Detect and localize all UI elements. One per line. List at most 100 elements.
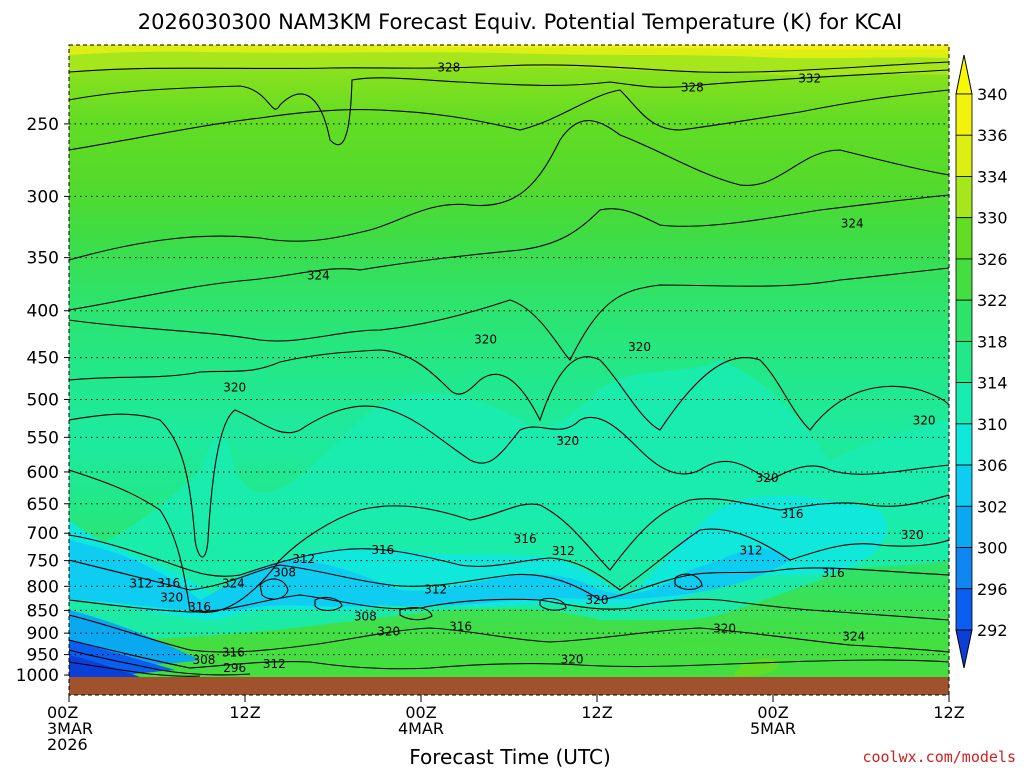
colorbar-arrow-top bbox=[955, 54, 973, 95]
y-axis: 250 300 350 400 450 500 550 600 650 700 750 800 850 9… bbox=[16, 115, 69, 686]
x-tick-label: 00Z bbox=[405, 703, 436, 722]
colorbar-swatch bbox=[955, 217, 973, 260]
y-tick-label: 550 bbox=[27, 428, 59, 448]
contour-label-group: 320 bbox=[556, 434, 579, 448]
colorbar-swatch bbox=[955, 340, 973, 384]
field-region-330-sfc bbox=[735, 658, 779, 677]
chart-title: 2026030300 NAM3KM Forecast Equiv. Potent… bbox=[138, 10, 902, 34]
contour-label-group: 324 bbox=[842, 630, 865, 644]
contour-label-group: 320 bbox=[713, 622, 736, 636]
contour-line bbox=[69, 614, 949, 653]
contour-label-group: 320 bbox=[561, 653, 584, 667]
contour-label: 316 bbox=[188, 600, 211, 614]
pressure-gridlines bbox=[69, 123, 949, 656]
x-axis-label: Forecast Time (UTC) bbox=[409, 745, 611, 768]
contour-line bbox=[69, 649, 251, 676]
contour-label-group: 316 bbox=[157, 576, 180, 590]
contour-line bbox=[69, 194, 949, 311]
colorbar-label: 296 bbox=[977, 580, 1008, 599]
contour-label: 312 bbox=[552, 544, 575, 558]
contour-label-group: 320 bbox=[586, 593, 609, 607]
contour-label: 320 bbox=[556, 434, 579, 448]
y-tick-label: 600 bbox=[27, 463, 59, 483]
contour-lines bbox=[69, 61, 949, 677]
colorbar: 340 336 334 330 326 322 318 314 310 306 302 300 296 2… bbox=[955, 54, 1008, 669]
contour-label: 320 bbox=[901, 528, 924, 542]
colorbar-swatch bbox=[955, 382, 973, 425]
contour-label: 332 bbox=[798, 71, 821, 85]
colorbar-label: 292 bbox=[977, 621, 1008, 640]
contour-label: 312 bbox=[263, 657, 286, 671]
contour-label: 316 bbox=[449, 619, 472, 633]
x-tick-label: 12Z bbox=[581, 703, 612, 722]
contour-label: 320 bbox=[377, 624, 400, 638]
y-tick-label: 450 bbox=[27, 349, 59, 369]
field-region-292 bbox=[69, 655, 140, 677]
contour-label: 324 bbox=[842, 630, 865, 644]
colorbar-label: 310 bbox=[977, 415, 1008, 434]
y-tick-label: 700 bbox=[27, 524, 59, 544]
contour-line bbox=[314, 597, 343, 612]
contour-label: 320 bbox=[913, 413, 936, 427]
colorbar-swatch bbox=[955, 176, 973, 219]
contour-label-group: 324 bbox=[307, 268, 330, 282]
contour-label-group: 316 bbox=[449, 619, 472, 633]
contour-label: 320 bbox=[561, 653, 584, 667]
colorbar-label: 318 bbox=[977, 332, 1008, 351]
contour-label: 312 bbox=[292, 552, 315, 566]
colorbar-label: 322 bbox=[977, 291, 1008, 310]
contour-line bbox=[539, 597, 567, 611]
contour-label: 312 bbox=[740, 543, 763, 557]
x-tick-label: 00Z bbox=[757, 703, 788, 722]
contour-label: 328 bbox=[681, 80, 704, 94]
contour-line bbox=[69, 61, 949, 73]
contour-line bbox=[399, 607, 433, 621]
y-tick-label: 500 bbox=[27, 390, 59, 410]
y-tick-label: 400 bbox=[27, 302, 59, 322]
contour-label-group: 308 bbox=[192, 653, 215, 667]
contour-label-group: 320 bbox=[628, 340, 651, 354]
contour-line bbox=[69, 661, 201, 677]
colorbar-label: 334 bbox=[977, 167, 1008, 186]
contour-label-group: 320 bbox=[377, 624, 400, 638]
colorbar-label: 326 bbox=[977, 250, 1008, 269]
contour-label: 324 bbox=[841, 216, 864, 230]
contour-label: 324 bbox=[222, 576, 245, 590]
contour-line bbox=[69, 120, 949, 261]
colorbar-swatch bbox=[955, 547, 973, 590]
contour-line bbox=[674, 573, 703, 590]
contour-label: 320 bbox=[586, 593, 609, 607]
colorbar-swatch bbox=[955, 299, 973, 342]
y-tick-label: 800 bbox=[27, 577, 59, 597]
colorbar-swatch bbox=[955, 505, 973, 548]
contour-label-group: 332 bbox=[798, 71, 821, 85]
contour-label-group: 308 bbox=[354, 609, 377, 623]
colorbar-swatch bbox=[955, 464, 973, 507]
credit-text: coolwx.com/models bbox=[862, 748, 1016, 766]
colorbar-label: 340 bbox=[977, 85, 1008, 104]
contour-label: 328 bbox=[437, 61, 460, 75]
colorbar-label: 314 bbox=[977, 374, 1008, 393]
contour-label-group: 316 bbox=[371, 543, 394, 557]
y-tick-label: 950 bbox=[27, 646, 59, 666]
contour-line bbox=[69, 559, 949, 601]
contour-label: 308 bbox=[273, 566, 296, 580]
contour-label-group: 312 bbox=[552, 544, 575, 558]
contour-label-group: 324 bbox=[222, 576, 245, 590]
contour-label: 316 bbox=[514, 532, 537, 546]
contour-label-group: 316 bbox=[781, 507, 804, 521]
contour-label-group: 316 bbox=[188, 600, 211, 614]
colorbar-label: 302 bbox=[977, 497, 1008, 516]
x-tick-label: 3MAR bbox=[47, 719, 93, 738]
y-tick-label: 1000 bbox=[16, 666, 59, 686]
ground-strip bbox=[69, 677, 949, 695]
contour-label-group: 312 bbox=[740, 543, 763, 557]
contour-label: 324 bbox=[307, 268, 330, 282]
contour-line bbox=[259, 578, 289, 600]
contour-label-group: 320 bbox=[474, 332, 497, 346]
y-tick-label: 750 bbox=[27, 552, 59, 572]
contour-label-group: 320 bbox=[160, 591, 183, 605]
contour-label: 316 bbox=[157, 576, 180, 590]
contour-label: 320 bbox=[223, 380, 246, 394]
